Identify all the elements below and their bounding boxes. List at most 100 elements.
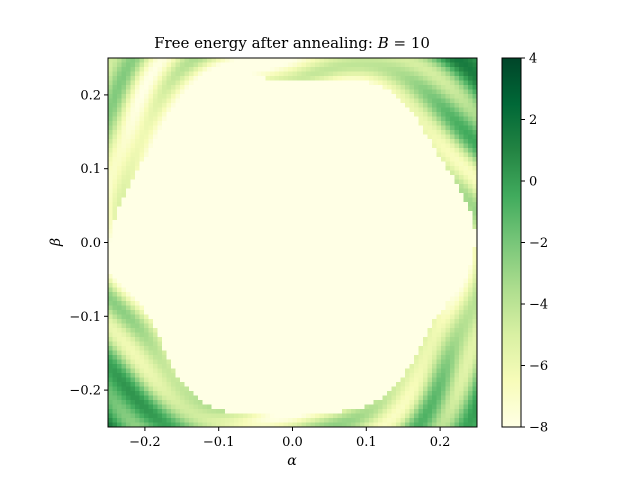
heatmap-cell (256, 76, 262, 82)
heatmap-cell (139, 391, 145, 397)
heatmap-cell (207, 170, 213, 176)
heatmap-cell (256, 220, 262, 226)
heatmap-cell (184, 296, 190, 302)
heatmap-cell (238, 224, 244, 230)
heatmap-cell (301, 242, 307, 248)
heatmap-cell (135, 251, 141, 257)
heatmap-cell (270, 242, 276, 248)
heatmap-cell (108, 265, 114, 271)
heatmap-cell (166, 305, 172, 311)
heatmap-cell (274, 274, 280, 280)
heatmap-cell (360, 179, 366, 185)
heatmap-cell (324, 125, 330, 131)
heatmap-cell (270, 377, 276, 383)
heatmap-cell (337, 229, 343, 235)
heatmap-cell (121, 283, 127, 289)
heatmap-cell (126, 242, 132, 248)
heatmap-cell (225, 238, 231, 244)
heatmap-cell (252, 188, 258, 194)
heatmap-cell (139, 89, 145, 95)
heatmap-cell (360, 305, 366, 311)
heatmap-cell (153, 134, 159, 140)
heatmap-cell (274, 130, 280, 136)
heatmap-cell (283, 350, 289, 356)
heatmap-cell (261, 319, 267, 325)
heatmap-cell (346, 413, 352, 419)
heatmap-cell (364, 314, 370, 320)
heatmap-cell (225, 94, 231, 100)
heatmap-cell (126, 229, 132, 235)
heatmap-cell (243, 134, 249, 140)
heatmap-cell (207, 184, 213, 190)
heatmap-cell (333, 265, 339, 271)
heatmap-cell (252, 80, 258, 86)
heatmap-cell (355, 341, 361, 347)
heatmap-cell (279, 323, 285, 329)
heatmap-cell (306, 193, 312, 199)
heatmap-cell (202, 224, 208, 230)
heatmap-cell (126, 116, 132, 122)
heatmap-cell (360, 125, 366, 131)
heatmap-cell (162, 103, 168, 109)
heatmap-cell (112, 80, 118, 86)
heatmap-cell (279, 382, 285, 388)
heatmap-cell (301, 274, 307, 280)
heatmap-cell (220, 292, 226, 298)
heatmap-cell (346, 242, 352, 248)
heatmap-cell (121, 301, 127, 307)
heatmap-cell (238, 409, 244, 415)
heatmap-cell (328, 314, 334, 320)
heatmap-cell (238, 310, 244, 316)
heatmap-cell (121, 211, 127, 217)
heatmap-cell (216, 368, 222, 374)
heatmap-cell (153, 355, 159, 361)
heatmap-cell (198, 337, 204, 343)
heatmap-cell (117, 278, 123, 284)
heatmap-cell (279, 409, 285, 415)
heatmap-cell (270, 224, 276, 230)
heatmap-cell (315, 179, 321, 185)
heatmap-cell (297, 175, 303, 181)
heatmap-cell (301, 130, 307, 136)
heatmap-cell (364, 58, 370, 64)
heatmap-cell (112, 391, 118, 397)
heatmap-cell (135, 89, 141, 95)
heatmap-cell (256, 224, 262, 230)
heatmap-cell (202, 143, 208, 149)
heatmap-cell (328, 107, 334, 113)
heatmap-cell (148, 274, 154, 280)
heatmap-cell (355, 242, 361, 248)
heatmap-cell (220, 139, 226, 145)
heatmap-cell (117, 188, 123, 194)
heatmap-cell (184, 332, 190, 338)
heatmap-cell (189, 179, 195, 185)
heatmap-cell (171, 413, 177, 419)
heatmap-cell (270, 179, 276, 185)
heatmap-cell (364, 116, 370, 122)
heatmap-cell (175, 278, 181, 284)
heatmap-cell (189, 116, 195, 122)
heatmap-cell (175, 211, 181, 217)
heatmap-cell (301, 166, 307, 172)
heatmap-cell (175, 328, 181, 334)
heatmap-cell (324, 337, 330, 343)
heatmap-cell (373, 242, 379, 248)
heatmap-cell (148, 215, 154, 221)
heatmap-cell (211, 94, 217, 100)
heatmap-cell (279, 143, 285, 149)
heatmap-cell (157, 359, 163, 365)
heatmap-cell (117, 305, 123, 311)
heatmap-cell (193, 251, 199, 257)
heatmap-cell (297, 301, 303, 307)
heatmap-cell (292, 103, 298, 109)
heatmap-cell (202, 125, 208, 131)
heatmap-cell (369, 71, 375, 77)
heatmap-cell (369, 283, 375, 289)
heatmap-cell (148, 386, 154, 392)
heatmap-cell (234, 89, 240, 95)
heatmap-cell (198, 265, 204, 271)
heatmap-cell (351, 94, 357, 100)
heatmap-cell (211, 233, 217, 239)
heatmap-cell (328, 373, 334, 379)
heatmap-cell (360, 332, 366, 338)
